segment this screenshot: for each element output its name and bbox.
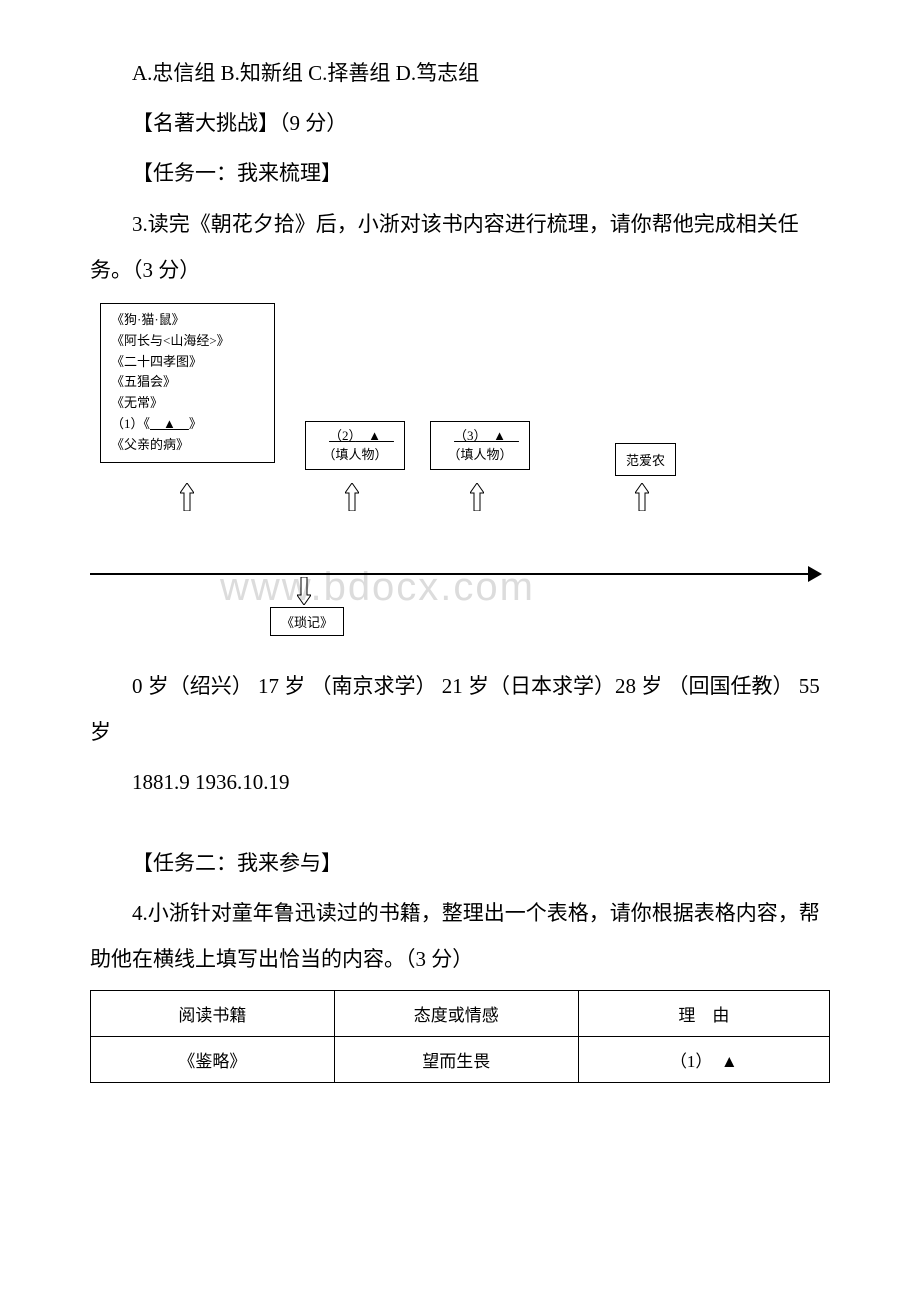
book-line-4: 《五猖会》 <box>111 372 264 393</box>
blank-2-line: （2） ▲ <box>314 426 396 446</box>
blank-3-line: （3） ▲ <box>439 426 521 446</box>
box-fanainong: 范爱农 <box>615 443 676 476</box>
down-arrow-suoji <box>297 577 311 605</box>
book-line-2: 《阿长与<山海经>》 <box>111 331 264 352</box>
header-col-2: 态度或情感 <box>334 991 578 1037</box>
task2-title: 【任务二：我来参与】 <box>90 840 830 886</box>
box-large-books: 《狗·猫·鼠》 《阿长与<山海经>》 《二十四孝图》 《五猖会》 《无常》 （1… <box>100 303 275 463</box>
box-blank-2: （2） ▲ （填人物） <box>305 421 405 470</box>
suoji-box: 《琐记》 <box>270 607 344 636</box>
up-arrow-1 <box>180 483 194 511</box>
timeline-ages: 0 岁（绍兴） 17 岁 （南京求学） 21 岁（日本求学）28 岁 （回国任教… <box>90 663 830 755</box>
header-col-3: 理 由 <box>578 991 829 1037</box>
reading-table: 阅读书籍 态度或情感 理 由 《鉴略》 望而生畏 （1） ▲ <box>90 990 830 1083</box>
book-line-7: 《父亲的病》 <box>111 435 264 456</box>
box-blank-3: （3） ▲ （填人物） <box>430 421 530 470</box>
row1-col-1: 《鉴略》 <box>91 1037 335 1083</box>
timeline: 《琐记》 <box>90 563 830 663</box>
task1-title: 【任务一：我来梳理】 <box>90 150 830 196</box>
book-line-6: （1）《 ▲ 》 <box>111 414 264 435</box>
up-arrow-3 <box>470 483 484 511</box>
row1-col-3: （1） ▲ <box>578 1037 829 1083</box>
table-header-row: 阅读书籍 态度或情感 理 由 <box>91 991 830 1037</box>
blank-2-hint: （填人物） <box>314 445 396 465</box>
section-challenge: 【名著大挑战】（9 分） <box>90 100 830 146</box>
up-arrow-2 <box>345 483 359 511</box>
timeline-arrowhead <box>808 566 822 582</box>
blank-3-hint: （填人物） <box>439 445 521 465</box>
row1-col-2: 望而生畏 <box>334 1037 578 1083</box>
task2-desc: 4.小浙针对童年鲁迅读过的书籍，整理出一个表格，请你根据表格内容，帮助他在横线上… <box>90 890 830 982</box>
book-line-1: 《狗·猫·鼠》 <box>111 310 264 331</box>
up-arrow-4 <box>635 483 649 511</box>
book-line-3: 《二十四孝图》 <box>111 352 264 373</box>
book-line-5: 《无常》 <box>111 393 264 414</box>
blank-1: ▲ <box>150 416 189 431</box>
timeline-line <box>90 573 810 575</box>
timeline-dates: 1881.9 1936.10.19 <box>90 759 830 805</box>
table-row-1: 《鉴略》 望而生畏 （1） ▲ <box>91 1037 830 1083</box>
header-col-1: 阅读书籍 <box>91 991 335 1037</box>
diagram-row1: 《狗·猫·鼠》 《阿长与<山海经>》 《二十四孝图》 《五猖会》 《无常》 （1… <box>90 303 830 523</box>
options-line: A.忠信组 B.知新组 C.择善组 D.笃志组 <box>90 50 830 96</box>
task1-desc: 3.读完《朝花夕拾》后，小浙对该书内容进行梳理，请你帮他完成相关任务。（3 分） <box>90 201 830 293</box>
